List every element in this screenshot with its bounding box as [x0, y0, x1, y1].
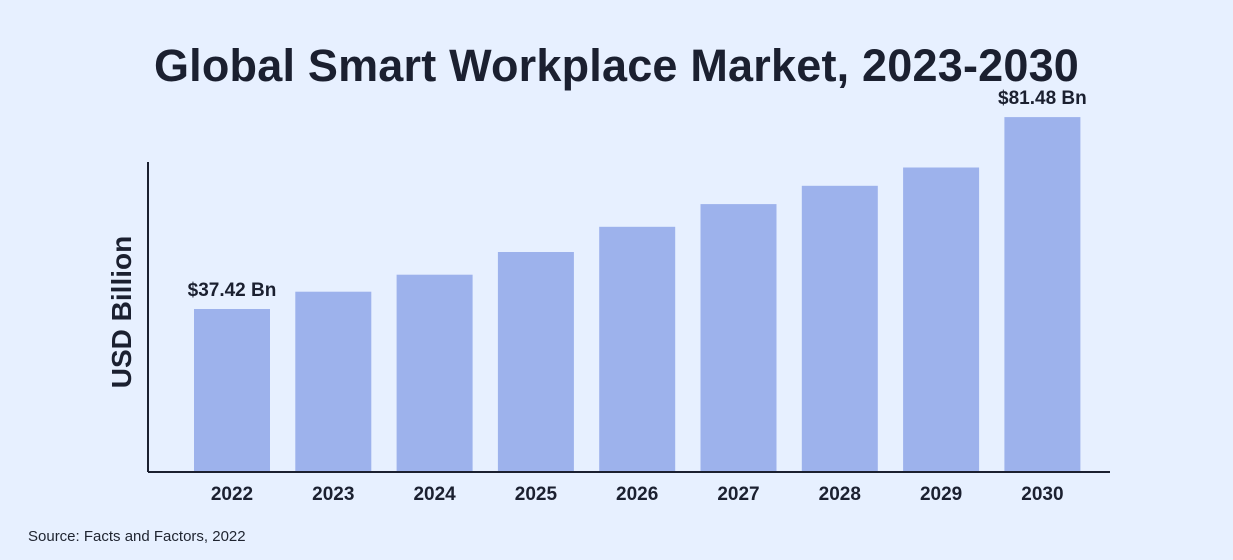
x-tick-label: 2025 [515, 484, 558, 505]
bar-2030 [1004, 117, 1081, 472]
source-note: Source: Facts and Factors, 2022 [28, 528, 246, 545]
chart-title: Global Smart Workplace Market, 2023-2030 [153, 40, 1080, 91]
bars-layer [194, 117, 1081, 473]
bar-2027 [700, 204, 777, 472]
bar-2024 [396, 274, 473, 472]
data-label-2022: $37.42 Bn [188, 280, 277, 301]
x-tick-label: 2024 [413, 484, 456, 505]
data-label-2030: $81.48 Bn [998, 88, 1087, 109]
bar-2023 [295, 291, 372, 472]
bar-2022 [194, 309, 270, 472]
bar-2028 [801, 185, 878, 473]
x-tick-label: 2030 [1021, 484, 1063, 505]
y-axis-title: USD Billion [106, 236, 137, 388]
x-tick-label: 2028 [819, 484, 861, 505]
labels-layer: 2022 $37.42 Bn 2023 2024 2025 2026 2027 2028 202… [188, 88, 1087, 505]
bar-2025 [497, 252, 574, 472]
axes-layer: USD Billion [106, 162, 1110, 473]
bar-2026 [599, 226, 676, 472]
x-tick-label: 2027 [717, 484, 759, 505]
x-tick-label: 2022 [211, 484, 253, 505]
x-tick-label: 2023 [312, 484, 354, 505]
x-tick-label: 2026 [616, 484, 658, 505]
x-tick-label: 2029 [920, 484, 962, 505]
bar-2029 [903, 167, 980, 472]
